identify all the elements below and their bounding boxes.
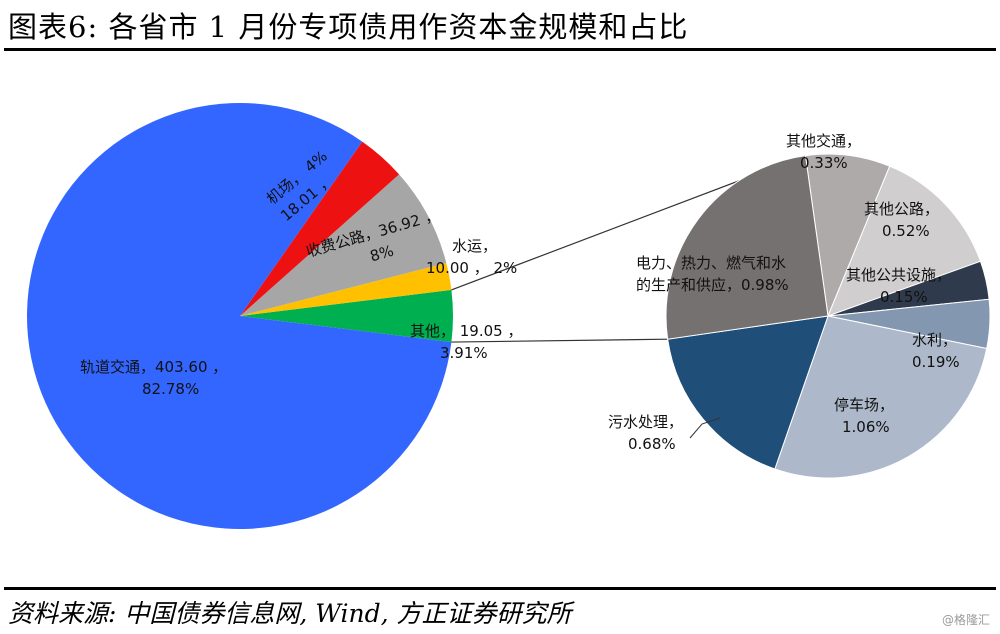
figure-title: 图表6: 各省市 1 月份专项债用作资本金规模和占比 xyxy=(8,10,689,44)
breakdown-slice-5 xyxy=(667,315,829,470)
label-main-3: 水运， 10.00 ， 2% xyxy=(426,237,517,277)
watermark: @格隆汇 xyxy=(941,613,990,627)
source-note: 资料来源: 中国债券信息网, Wind, 方正证券研究所 xyxy=(8,599,572,628)
main-slice-1 xyxy=(240,141,400,316)
label-sub-1: 其他公路， 0.52% xyxy=(864,200,939,240)
label-sub-6: 电力、热力、燃气和水的生产和供应，0.98% xyxy=(636,254,789,294)
label-sub-5: 污水处理， 0.68% xyxy=(608,413,683,453)
breakdown-slice-0 xyxy=(804,153,891,318)
breakdown-slice-6 xyxy=(665,155,829,340)
main-slice-4 xyxy=(240,289,454,343)
label-sub-0: 其他交通， 0.33% xyxy=(786,132,861,172)
leader-line-sub-5 xyxy=(689,417,721,439)
label-sub-2: 其他公共设施， 0.15% xyxy=(846,266,951,306)
breakdown-slice-4 xyxy=(774,315,988,479)
main-pie xyxy=(27,103,454,530)
title-rule xyxy=(4,48,996,51)
source-rule xyxy=(4,587,996,590)
breakdown-pie xyxy=(665,153,991,479)
label-sub-4: 停车场， 1.06% xyxy=(834,396,894,436)
label-main-4: 其他， 19.05 ， 3.91% xyxy=(410,322,522,362)
label-main-0: 轨道交通，403.60 ， 82.78% xyxy=(80,358,227,398)
main-slice-3 xyxy=(240,262,452,316)
connector-bottom xyxy=(451,338,668,343)
main-slice-2 xyxy=(240,174,447,316)
label-sub-3: 水利， 0.19% xyxy=(912,331,960,371)
main-slice-0 xyxy=(27,103,452,530)
breakdown-slice-1 xyxy=(827,165,982,317)
